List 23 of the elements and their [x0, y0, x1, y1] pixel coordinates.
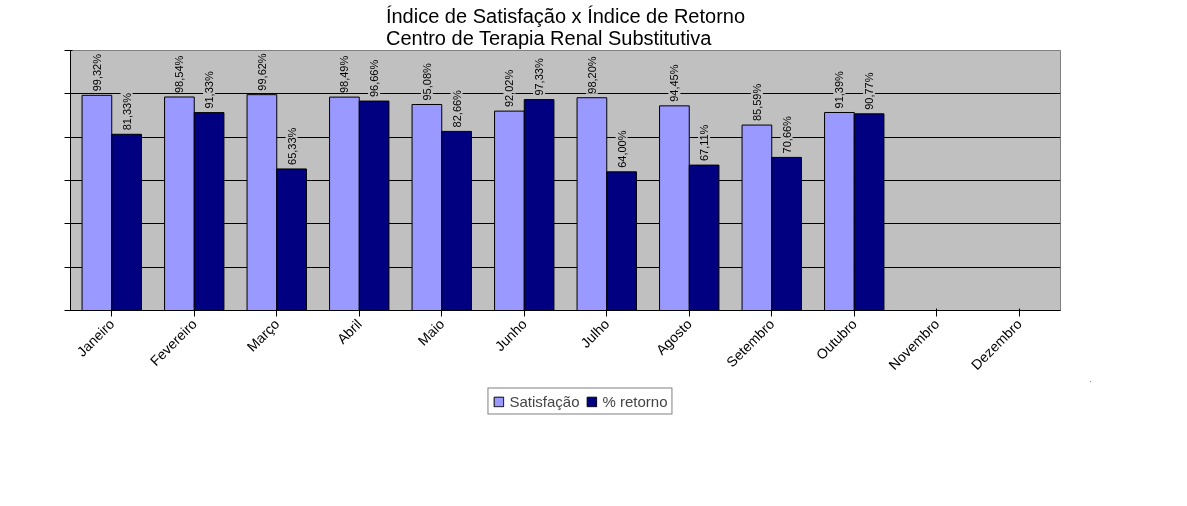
data-label: 90,77%: [863, 72, 876, 110]
data-label: 82,66%: [450, 89, 463, 128]
data-label: 99,62%: [255, 53, 268, 91]
data-label: 67,11%: [698, 124, 711, 162]
data-label: 70,66%: [780, 115, 793, 154]
data-label: 85,59%: [750, 83, 763, 122]
data-label: 91,33%: [203, 71, 216, 109]
data-label: 97,33%: [533, 58, 546, 96]
data-label: 92,02%: [503, 69, 516, 108]
data-label: 98,20%: [585, 56, 598, 94]
data-label: 98,49%: [338, 55, 351, 94]
data-label: 91,39%: [833, 70, 846, 109]
legend-label: % retorno: [602, 392, 668, 410]
data-label: 64,00%: [615, 130, 628, 168]
data-label: 81,33%: [120, 92, 133, 131]
data-label: 94,45%: [668, 64, 681, 102]
data-label: 96,66%: [368, 59, 381, 98]
legend-label: Satisfação: [509, 392, 580, 410]
data-label: 95,08%: [420, 62, 433, 101]
data-label: 65,33%: [285, 127, 298, 165]
chart-title: Índice de Satisfação x Índice de Retorno Centro de Terapia Renal Substitutiva: [385, 4, 746, 49]
data-label: 99,32%: [90, 53, 103, 92]
data-label: 98,54%: [173, 55, 186, 93]
